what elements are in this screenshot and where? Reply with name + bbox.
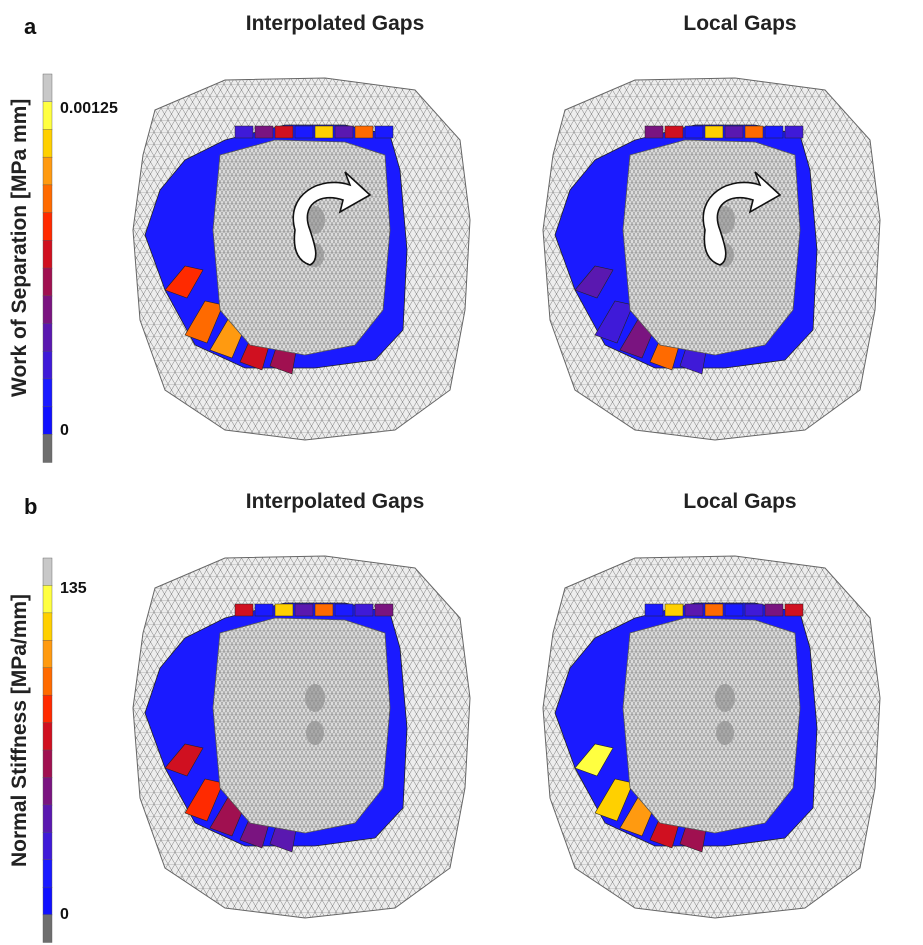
band-segment	[784, 603, 804, 617]
colorbar-segment	[42, 378, 53, 408]
band-segment	[334, 603, 354, 617]
colorbar-segment	[42, 434, 53, 463]
band-segment	[664, 125, 684, 139]
band-segment	[764, 125, 784, 139]
colorbar-segment	[42, 694, 53, 724]
implant-mesh	[622, 617, 801, 834]
band-segment	[764, 603, 784, 617]
band-segment	[744, 603, 764, 617]
band-segment	[704, 603, 724, 617]
colorbar-segment	[42, 240, 53, 269]
panel-a-tick-min: 0	[60, 422, 69, 439]
implant-feature	[306, 721, 324, 745]
band-segment	[294, 603, 314, 617]
panel-b-letter: b	[24, 494, 38, 519]
band-segment	[644, 603, 664, 617]
implant-feature	[305, 684, 325, 712]
panel-b-title-interpolated: Interpolated Gaps	[245, 490, 425, 513]
colorbar-segment	[42, 406, 53, 435]
band-segment	[334, 125, 354, 139]
band-segment	[164, 265, 204, 299]
colorbar-segment	[42, 323, 53, 352]
colorbar-a	[42, 73, 53, 463]
colorbar-segment	[42, 749, 53, 779]
band-segment	[314, 603, 334, 617]
rotation-arrow-icon	[292, 171, 372, 266]
colorbar-segment	[42, 722, 53, 751]
rotation-arrow-icon	[702, 171, 782, 266]
implant-feature	[715, 684, 735, 712]
mesh-maps	[132, 77, 881, 919]
colorbar-segment	[42, 212, 53, 241]
colorbar-segment	[42, 640, 53, 669]
band-segment	[684, 125, 704, 139]
colorbar-segment	[42, 777, 53, 806]
band-segment	[744, 125, 764, 139]
band-segment	[664, 603, 684, 617]
implant-feature	[305, 206, 325, 234]
band-segment	[254, 603, 274, 617]
implant-mesh	[212, 617, 391, 834]
colorbar-segment	[42, 667, 53, 696]
colorbar-segment	[42, 832, 53, 861]
colorbar-segment	[42, 295, 53, 325]
band-segment	[234, 603, 254, 617]
panel-a-letter: a	[24, 14, 37, 39]
panel-a-tick-max: 0.00125	[60, 100, 118, 117]
band-segment	[314, 125, 334, 139]
band-segment	[644, 125, 664, 139]
panel-b-tick-min: 0	[60, 906, 69, 923]
colorbar-segment	[42, 350, 53, 380]
band-segment	[274, 603, 294, 617]
mesh-map	[542, 555, 881, 919]
implant-feature	[715, 206, 735, 234]
band-segment	[784, 125, 804, 139]
colorbar-segment	[42, 859, 53, 888]
band-segment	[574, 743, 614, 777]
colorbar-segment	[42, 804, 53, 833]
colorbar-segment	[42, 585, 53, 614]
implant-feature	[716, 721, 734, 745]
panel-b-tick-max: 135	[60, 580, 87, 597]
band-segment	[724, 125, 744, 139]
colorbar-segment	[42, 612, 53, 641]
band-segment	[684, 603, 704, 617]
band-segment	[294, 125, 314, 139]
band-segment	[274, 125, 294, 139]
colorbar-segment	[42, 184, 53, 214]
colorbar-segment	[42, 101, 53, 131]
colorbar-segment	[42, 73, 53, 103]
colorbar-segment	[42, 557, 53, 587]
mesh-map	[542, 77, 881, 441]
colorbar-segment	[42, 886, 53, 916]
mesh-map	[132, 555, 471, 919]
colorbar-segment	[42, 267, 53, 297]
band-segment	[374, 603, 394, 617]
band-segment	[374, 125, 394, 139]
mesh-map	[132, 77, 471, 441]
band-segment	[704, 125, 724, 139]
band-segment	[574, 265, 614, 299]
colorbar-segment	[42, 129, 53, 158]
band-segment	[234, 125, 254, 139]
panel-a-title-local: Local Gaps	[683, 12, 797, 35]
band-segment	[354, 603, 374, 617]
colorbar-segment	[42, 156, 53, 186]
band-segment	[724, 603, 744, 617]
colorbar-b	[42, 557, 53, 943]
panel-b-title-local: Local Gaps	[683, 490, 797, 513]
band-segment	[354, 125, 374, 139]
panel-a-title-interpolated: Interpolated Gaps	[245, 12, 425, 35]
colorbar-segment	[42, 914, 53, 943]
band-segment	[254, 125, 274, 139]
band-segment	[164, 743, 204, 777]
